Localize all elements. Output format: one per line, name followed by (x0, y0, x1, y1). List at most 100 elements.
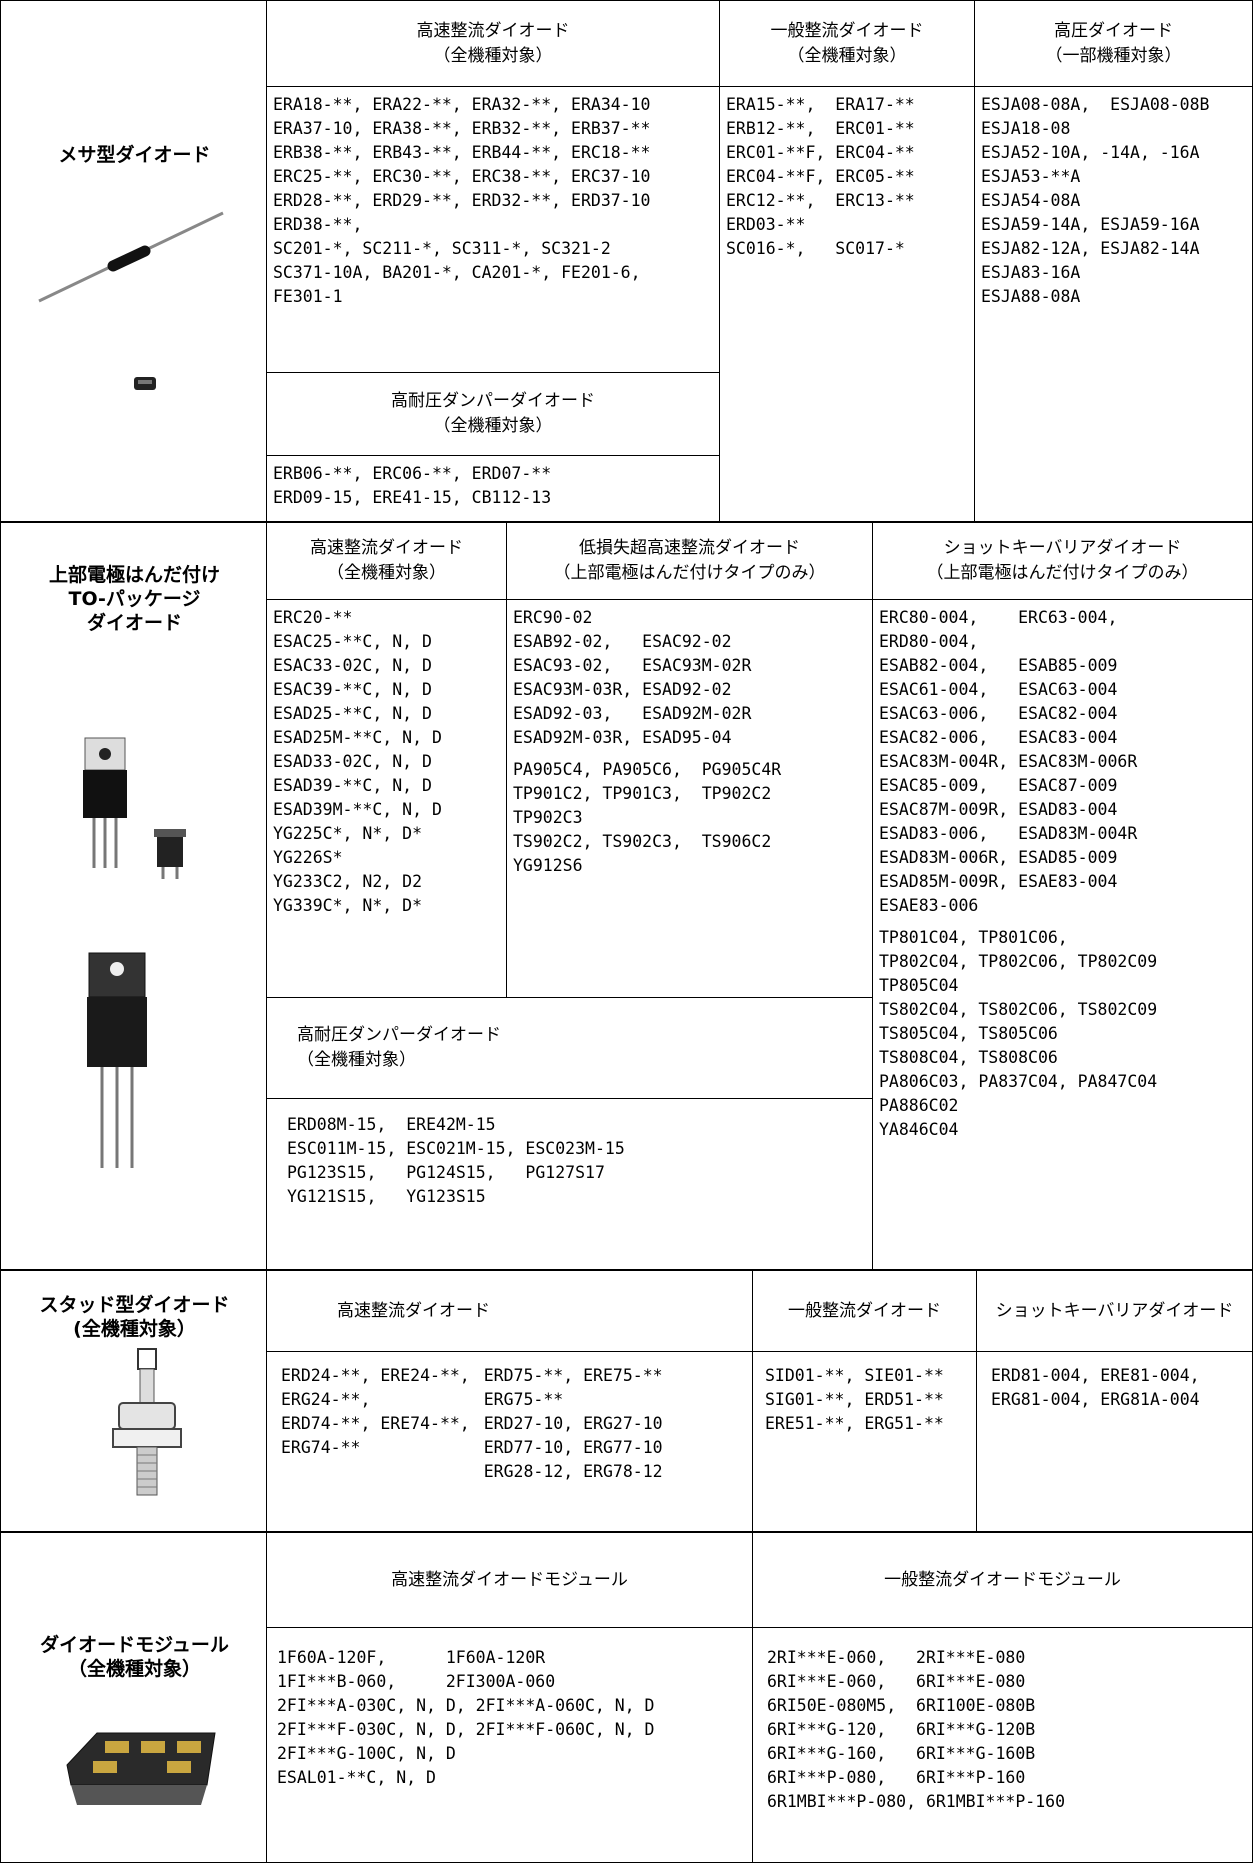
body-cell: 1F60A-120F, 1F60A-120R 1FI***B-060, 2FI30… (267, 1628, 753, 1863)
part-group: SID01-**, SIE01-** SIG01-**, ERD51-** ERE5… (765, 1364, 944, 1436)
header-cell: 高耐圧ダンパーダイオード （全機種対象） (267, 373, 720, 456)
part-line: SID01-**, SIE01-** (765, 1366, 944, 1385)
part-group: ERD75-**, ERE75-** ERG75-** ERD27-10, ERG2… (484, 1364, 663, 1484)
part-list: SID01-**, SIE01-** SIG01-**, ERD51-** ERE5… (765, 1364, 944, 1436)
text-line: （全機種対象） (297, 1050, 416, 1070)
header-text: 高耐圧ダンパーダイオード （全機種対象） (267, 998, 872, 1098)
part-line: 6RI***E-060, 6RI***E-080 (767, 1672, 1026, 1691)
text-line: ショットキーバリアダイオード (995, 1300, 1234, 1321)
text-line: 上部電極はんだ付け (48, 564, 220, 586)
part-list: ERD08M-15, ERE42M-15 ESC011M-15, ESC021M-… (287, 1113, 625, 1209)
body-cell: ERB06-**, ERC06-**, ERD07-** ERD09-15, ER… (267, 456, 720, 523)
header-text: 高速整流ダイオード （全機種対象） (267, 1, 719, 86)
part-group: ERA15-**, ERA17-** ERB12-**, ERC01-** ERC0… (726, 93, 915, 261)
body-cell: ERC80-004, ERC63-004, ERD80-004, ESAB82-00… (873, 600, 1253, 1271)
part-line: ESAD33-02C, N, D (273, 752, 432, 771)
part-group: ESJA08-08A, ESJA08-08B ESJA18-08 ESJA52-10… (981, 93, 1209, 309)
part-line: ESJA08-08A, ESJA08-08B (981, 95, 1210, 114)
text-line: （上部電極はんだ付けタイプのみ） (926, 563, 1199, 583)
header-text: 高速整流ダイオード （全機種対象） (267, 523, 506, 599)
header-cell: ショットキーバリアダイオード (977, 1271, 1253, 1352)
part-line: ESAC61-004, ESAC63-004 (879, 680, 1118, 699)
body-cell: ERC90-02 ESAB92-02, ESAC92-02 ESAC93-02, E… (507, 600, 873, 998)
body-cell: ERD81-004, ERE81-004, ERG81-004, ERG81A-0… (977, 1352, 1253, 1533)
text-line: 高耐圧ダンパーダイオード (297, 1025, 501, 1045)
header-cell: 一般整流ダイオードモジュール (753, 1533, 1253, 1628)
header-cell: 低損失超高速整流ダイオード （上部電極はんだ付けタイプのみ） (507, 523, 873, 600)
part-line: ERD77-10, ERG77-10 (483, 1438, 663, 1457)
part-line: TP901C2, TP901C3, TP902C2 (513, 784, 772, 803)
body-cell: SID01-**, SIE01-** SIG01-**, ERD51-** ERE5… (753, 1352, 977, 1533)
part-line: ESAC82-006, ESAC83-004 (879, 728, 1118, 747)
text-line: ダイオード (86, 612, 182, 634)
part-line: YG121S15, YG123S15 (287, 1187, 486, 1206)
header-cell: 高速整流ダイオード （全機種対象） (267, 0, 720, 87)
part-line: YG225C*, N*, D* (273, 824, 423, 843)
part-line: ERE51-**, ERG51-** (765, 1414, 944, 1433)
header-cell: 高速整流ダイオード (267, 1271, 753, 1352)
part-group: ERC80-004, ERC63-004, ERD80-004, ESAB82-00… (879, 606, 1157, 918)
part-line: ESJA59-14A, ESJA59-16A (981, 215, 1200, 234)
part-line: ERC01-**F, ERC04-** (726, 143, 915, 162)
part-line: ESJA18-08 (981, 119, 1071, 138)
part-line: ESJA54-08A (981, 191, 1081, 210)
part-line: FE301-1 (273, 287, 343, 306)
part-line: ESAC93M-03R, ESAD92-02 (513, 680, 732, 699)
body-cell: 2RI***E-060, 2RI***E-080 6RI***E-060, 6RI… (753, 1628, 1253, 1863)
part-group: ERD08M-15, ERE42M-15 ESC011M-15, ESC021M-… (287, 1113, 625, 1209)
body-cell: ESJA08-08A, ESJA08-08B ESJA18-08 ESJA52-10… (975, 87, 1253, 523)
part-line: 1FI***B-060, 2FI300A-060 (277, 1672, 556, 1691)
header-text: 高速整流ダイオードモジュール (267, 1533, 752, 1627)
part-line: ERG81-004, ERG81A-004 (991, 1390, 1200, 1409)
header-text: 一般整流ダイオード (753, 1271, 976, 1351)
header-text: ショットキーバリアダイオード （上部電極はんだ付けタイプのみ） (873, 523, 1252, 599)
row-title: メサ型ダイオード (1, 143, 268, 167)
part-group: PA905C4, PA905C6, PG905C4R TP901C2, TP901… (513, 758, 781, 878)
text-line: ショットキーバリアダイオード (943, 538, 1182, 558)
part-line: ESAD92-03, ESAD92M-02R (513, 704, 752, 723)
part-line: ESAD83M-006R, ESAD85-009 (879, 848, 1118, 867)
part-line: ERC12-**, ERC13-** (726, 191, 915, 210)
row-label-cell: スタッド型ダイオード (全機種対象） (0, 1271, 267, 1533)
row-title: 上部電極はんだ付け TO-パッケージ ダイオード (1, 563, 268, 635)
part-group: ERC90-02 ESAB92-02, ESAC92-02 ESAC93-02, E… (513, 606, 781, 750)
row-title: スタッド型ダイオード (全機種対象） (1, 1293, 268, 1341)
part-line: ESAE83-006 (879, 896, 979, 915)
part-list: ERB06-**, ERC06-**, ERD07-** ERD09-15, ER… (273, 462, 551, 510)
header-cell: 高速整流ダイオード （全機種対象） (267, 523, 507, 600)
header-text: 高耐圧ダンパーダイオード （全機種対象） (267, 373, 719, 455)
part-line: ERD81-004, ERE81-004, (991, 1366, 1200, 1385)
part-line: ERA18-**, ERA22-**, ERA32-**, ERA34-10 (273, 95, 651, 114)
part-line: ERC20-** (273, 608, 353, 627)
header-text: 高圧ダイオード （一部機種対象） (975, 1, 1252, 86)
part-line: ESAC63-006, ESAC82-004 (879, 704, 1118, 723)
part-line: ESAC39-**C, N, D (273, 680, 432, 699)
part-line: ESAC33-02C, N, D (273, 656, 432, 675)
part-line: SC201-*, SC211-*, SC311-*, SC321-2 (273, 239, 611, 258)
header-text: 一般整流ダイオード （全機種対象） (720, 1, 974, 86)
package-image (83, 737, 186, 1168)
header-cell: 一般整流ダイオード (753, 1271, 977, 1352)
part-line: ERD27-10, ERG27-10 (483, 1414, 663, 1433)
part-line: TP801C04, TP801C06, (879, 928, 1068, 947)
part-line: ESAC83M-004R, ESAC83M-006R (879, 752, 1138, 771)
header-text: 高速整流ダイオード (267, 1271, 752, 1351)
part-line: ERB12-**, ERC01-** (726, 119, 915, 138)
text-line: スタッド型ダイオード (39, 1294, 230, 1316)
text-line: 高速整流ダイオード (416, 20, 570, 41)
text-line: (全機種対象） (73, 1318, 196, 1340)
part-line: 2FI***A-030C, N, D, 2FI***A-060C, N, D (277, 1696, 655, 1715)
part-line: 6R1MBI***P-080, 6R1MBI***P-160 (767, 1792, 1066, 1811)
part-list: ERA18-**, ERA22-**, ERA32-**, ERA34-10 ER… (273, 93, 651, 309)
part-list: ESJA08-08A, ESJA08-08B ESJA18-08 ESJA52-10… (981, 93, 1209, 309)
part-group: ERB06-**, ERC06-**, ERD07-** ERD09-15, ER… (273, 462, 551, 510)
text-line: 高圧ダイオード (1054, 20, 1173, 41)
module-image (66, 1732, 216, 1805)
part-line: YA846C04 (879, 1120, 959, 1139)
part-line: TP802C04, TP802C06, TP802C09 (879, 952, 1158, 971)
body-cell: ERA15-**, ERA17-** ERB12-**, ERC01-** ERC0… (720, 87, 975, 523)
part-group: TP801C04, TP801C06, TP802C04, TP802C06, T… (879, 926, 1157, 1142)
part-line: TP805C04 (879, 976, 959, 995)
header-text: ショットキーバリアダイオード (977, 1271, 1252, 1351)
part-list: 1F60A-120F, 1F60A-120R 1FI***B-060, 2FI30… (277, 1646, 655, 1790)
